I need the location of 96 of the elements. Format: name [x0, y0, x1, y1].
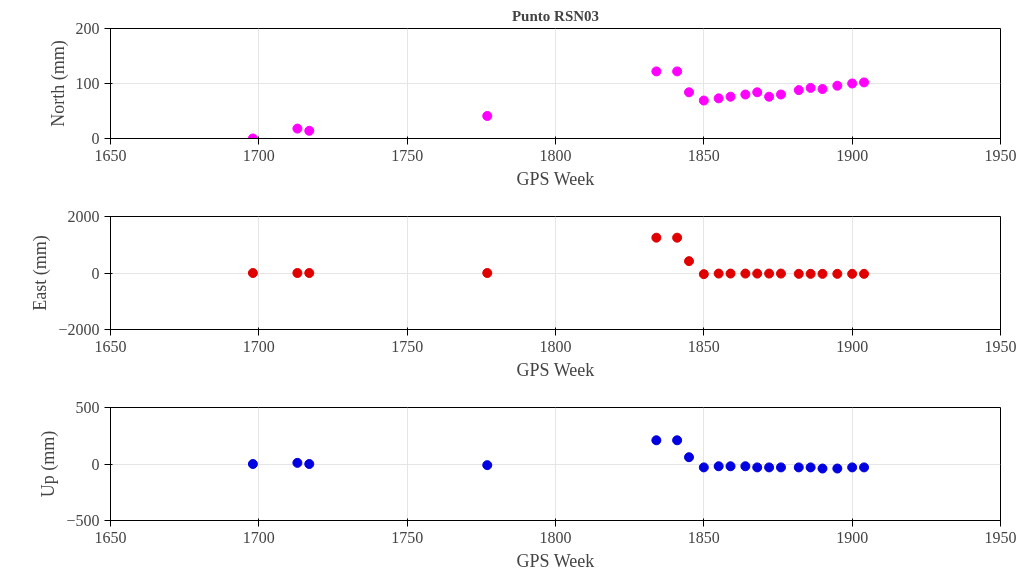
x-tick-label: 1650 — [94, 528, 127, 546]
x-tick-label: 1950 — [984, 146, 1017, 164]
x-axis-title: GPS Week — [516, 550, 595, 571]
point — [698, 95, 709, 106]
point — [247, 268, 258, 278]
point — [764, 91, 775, 102]
y-tick-label: 500 — [75, 399, 100, 416]
y-tick-label: −2000 — [58, 321, 100, 338]
point — [752, 462, 763, 473]
point — [805, 82, 816, 93]
point — [292, 268, 303, 278]
point — [713, 93, 724, 104]
x-tick-label: 1750 — [391, 528, 424, 546]
point — [817, 463, 828, 474]
x-tick-label: 1800 — [539, 528, 572, 546]
point — [793, 268, 804, 279]
x-tick-label: 1900 — [836, 146, 869, 164]
x-tick-label: 1900 — [836, 337, 869, 355]
point — [725, 461, 736, 472]
point — [684, 452, 694, 463]
x-tick-label: 1700 — [242, 146, 275, 164]
y-tick-label: 0 — [91, 455, 100, 473]
x-tick-label: 1700 — [242, 528, 275, 546]
point — [832, 463, 843, 474]
point — [292, 457, 303, 468]
x-tick-label: 1800 — [539, 146, 572, 164]
x-axis-title: GPS Week — [516, 359, 595, 380]
point — [775, 462, 786, 473]
x-tick-label: 1750 — [391, 146, 424, 164]
point — [793, 85, 804, 96]
point — [832, 80, 843, 91]
point — [775, 89, 786, 100]
x-tick-label: 1850 — [687, 337, 720, 355]
point — [304, 268, 315, 278]
point — [752, 268, 763, 279]
x-tick-label: 1850 — [687, 146, 720, 164]
y-tick-label: 100 — [75, 75, 100, 92]
y-axis-title: East (mm) — [30, 235, 52, 311]
x-tick-label: 1950 — [984, 528, 1017, 546]
y-axis-title: Up (mm) — [38, 430, 60, 498]
y-tick-label: 200 — [75, 20, 100, 37]
point — [672, 435, 683, 446]
point — [859, 268, 870, 279]
x-tick-label: 1650 — [94, 146, 127, 164]
point — [684, 87, 694, 98]
point — [304, 125, 315, 136]
x-tick-label: 1650 — [94, 337, 127, 355]
point — [817, 268, 828, 279]
point — [847, 268, 858, 279]
x-tick-label: 1800 — [539, 337, 572, 355]
point — [725, 268, 736, 279]
point — [740, 268, 751, 279]
x-tick-label: 1750 — [391, 337, 424, 355]
x-tick-label: 1700 — [242, 337, 275, 355]
point — [713, 268, 724, 279]
point — [304, 459, 315, 469]
x-tick-label: 1950 — [984, 337, 1017, 355]
point — [859, 462, 870, 473]
point — [847, 462, 858, 473]
point — [713, 461, 724, 472]
x-axis-title: GPS Week — [516, 168, 595, 189]
point — [725, 91, 736, 102]
point — [651, 232, 662, 243]
y-tick-label: 0 — [91, 130, 100, 147]
point — [740, 461, 751, 472]
point — [651, 435, 662, 446]
point — [805, 268, 816, 279]
point — [832, 268, 843, 279]
point — [805, 462, 816, 473]
point — [684, 256, 694, 267]
y-tick-label: 0 — [91, 264, 100, 282]
y-tick-label: 2000 — [67, 208, 100, 225]
x-tick-label: 1850 — [687, 528, 720, 546]
point — [698, 462, 709, 473]
point — [482, 460, 493, 471]
point — [775, 268, 786, 279]
y-axis-title: North (mm) — [47, 40, 69, 127]
point — [292, 123, 303, 134]
point — [482, 110, 493, 121]
y-tick-label: −500 — [66, 512, 100, 529]
point — [698, 269, 709, 280]
point — [482, 268, 493, 278]
point — [817, 84, 828, 94]
point — [847, 78, 858, 89]
point — [859, 77, 870, 88]
point — [672, 66, 683, 77]
point — [764, 268, 775, 279]
chart-title: Punto RSN03 — [511, 7, 600, 24]
point — [672, 232, 683, 243]
point — [752, 87, 763, 98]
point — [247, 459, 258, 469]
point — [764, 462, 775, 473]
point — [793, 462, 804, 473]
point — [651, 66, 662, 77]
x-tick-label: 1900 — [836, 528, 869, 546]
point — [740, 89, 751, 100]
